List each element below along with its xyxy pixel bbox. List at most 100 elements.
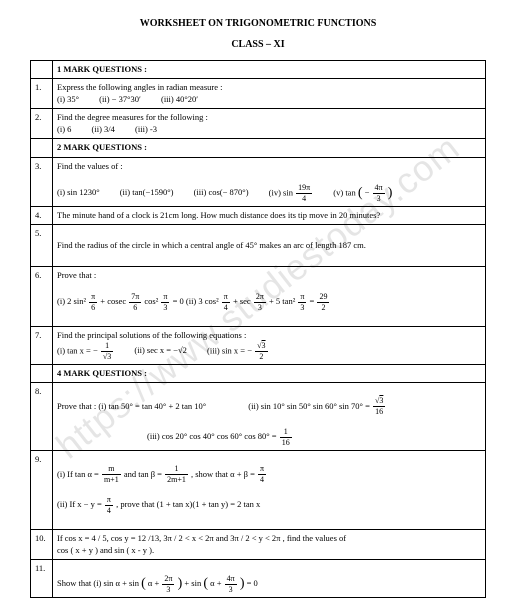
q-number: 2. — [31, 109, 53, 139]
q-body: Prove that : (i) 2 sin² π6 + cosec 7π6 c… — [53, 266, 486, 326]
q-text: (i) If tan α = — [57, 469, 101, 479]
fraction: √316 — [373, 397, 385, 416]
paren-icon: ( — [203, 576, 208, 591]
question-row: 11. Show that (i) sin α + sin ( α + 2π3 … — [31, 560, 486, 597]
q-text: Find the values of : — [57, 161, 123, 171]
question-row: 4. The minute hand of a clock is 21cm lo… — [31, 206, 486, 224]
q-part: (iii) 40°20′ — [161, 94, 198, 105]
denominator: m+1 — [102, 475, 121, 484]
numerator: 2π — [254, 293, 266, 303]
question-row: 1. Express the following angles in radia… — [31, 79, 486, 109]
numerator: 4π — [373, 184, 385, 194]
paren-icon: ) — [388, 185, 393, 200]
denominator: √3 — [101, 352, 113, 361]
section-row: 2 MARK QUESTIONS : — [31, 139, 486, 157]
questions-table: 1 MARK QUESTIONS : 1. Express the follow… — [30, 60, 486, 598]
question-row: 10. If cos x = 4 / 5, cos y = 12 /13, 3π… — [31, 530, 486, 560]
denominator: 4 — [296, 194, 312, 203]
denominator: 3 — [225, 585, 237, 594]
q-part: (i) tan x = − 1√3 — [57, 342, 114, 361]
q-text: (ii) sin 10° sin 50° sin 60° sin 70° = — [248, 401, 372, 411]
fraction: √32 — [255, 342, 267, 361]
fraction: π6 — [89, 293, 97, 312]
q-text: , show that α + β = — [191, 469, 257, 479]
q-text: Prove that : — [57, 270, 96, 280]
denominator: 2 — [317, 303, 329, 312]
q-number: 1. — [31, 79, 53, 109]
q-text: (iii) sin x = − — [207, 345, 252, 355]
numerator: 1 — [165, 465, 188, 475]
denominator: 6 — [129, 303, 141, 312]
page-title: WORKSHEET ON TRIGONOMETRIC FUNCTIONS — [30, 18, 486, 29]
q-text: (i) tan x = − — [57, 345, 98, 355]
q-text: Find the principal solutions of the foll… — [57, 330, 246, 340]
q-part: (iii) cos(− 870°) — [194, 187, 249, 198]
q-part: (v) tan ( − 4π3 ) — [333, 184, 392, 203]
denominator: 3 — [298, 303, 306, 312]
q-text: (iv) sin — [269, 187, 293, 197]
fraction: 4π3 — [225, 575, 237, 594]
numerator: √3 — [373, 397, 385, 407]
q-body: Show that (i) sin α + sin ( α + 2π3 ) + … — [53, 560, 486, 597]
denominator: 3 — [162, 585, 174, 594]
fraction: π4 — [105, 496, 113, 515]
q-part: (i) If tan α = mm+1 and tan β = 12m+1 , … — [57, 469, 267, 479]
numerator: 29 — [317, 293, 329, 303]
question-row: 5. Find the radius of the circle in whic… — [31, 225, 486, 266]
paren-icon: ) — [240, 576, 245, 591]
q-body: Prove that : (i) tan 50° = tan 40° + 2 t… — [53, 382, 486, 450]
q-text: α + — [210, 578, 224, 588]
numerator: 7π — [129, 293, 141, 303]
radicand: 3 — [262, 342, 266, 350]
paren-icon: ( — [141, 576, 146, 591]
q-part: (iv) sin 19π4 — [269, 184, 314, 203]
q-part: (ii) If x − y = π4 , prove that (1 + tan… — [57, 499, 260, 509]
section-header: 4 MARK QUESTIONS : — [53, 364, 486, 382]
section-header: 2 MARK QUESTIONS : — [53, 139, 486, 157]
q-text: Find the degree measures for the followi… — [57, 112, 208, 122]
q-text: + cosec — [100, 296, 126, 306]
q-number: 5. — [31, 225, 53, 266]
denominator: 3 — [254, 303, 266, 312]
q-text: = — [310, 296, 317, 306]
q-part: (i) 6 — [57, 124, 71, 135]
q-text: (iii) cos 20° cos 40° cos 60° cos 80° = — [147, 431, 279, 441]
q-part: (ii) 3 cos² π4 + sec 2π3 + 5 tan² π3 = 2… — [186, 296, 331, 306]
q-part: (i) 2 sin² π6 + cosec 7π6 cos² π3 = 0 — [57, 296, 186, 306]
fraction: 292 — [317, 293, 329, 312]
q-part: Prove that : (i) tan 50° = tan 40° + 2 t… — [57, 401, 206, 412]
q-part: (iii) -3 — [135, 124, 157, 135]
q-text: + sin — [184, 578, 201, 588]
q-part: (ii) 3/4 — [92, 124, 115, 135]
q-number: 7. — [31, 327, 53, 364]
q-body: The minute hand of a clock is 21cm long.… — [53, 206, 486, 224]
numerator: π — [105, 496, 113, 506]
q-part: (i) 35° — [57, 94, 79, 105]
q-text: Find the radius of the circle in which a… — [57, 240, 366, 250]
question-row: 3. Find the values of : (i) sin 1230° (i… — [31, 157, 486, 206]
numerator: π — [222, 293, 230, 303]
q-part: Show that (i) sin α + sin ( α + 2π3 ) + … — [57, 578, 258, 588]
q-text: and tan β = — [124, 469, 164, 479]
q-body: Find the principal solutions of the foll… — [53, 327, 486, 364]
q-part: (i) sin 1230° — [57, 187, 100, 198]
q-body: Find the degree measures for the followi… — [53, 109, 486, 139]
denominator: 16 — [373, 407, 385, 416]
question-row: 9. (i) If tan α = mm+1 and tan β = 12m+1… — [31, 450, 486, 529]
q-number: 6. — [31, 266, 53, 326]
q-text: (i) 2 sin² — [57, 296, 86, 306]
q-body: Express the following angles in radian m… — [53, 79, 486, 109]
q-body: Find the radius of the circle in which a… — [53, 225, 486, 266]
q-body: (i) If tan α = mm+1 and tan β = 12m+1 , … — [53, 450, 486, 529]
numerator: π — [89, 293, 97, 303]
q-number: 4. — [31, 206, 53, 224]
q-text: cos ( x + y ) and sin ( x - y ). — [57, 545, 154, 555]
fraction: π3 — [161, 293, 169, 312]
fraction: π3 — [298, 293, 306, 312]
worksheet-page: WORKSHEET ON TRIGONOMETRIC FUNCTIONS CLA… — [0, 0, 516, 598]
q-text: Express the following angles in radian m… — [57, 82, 222, 92]
numerator: π — [298, 293, 306, 303]
q-number: 10. — [31, 530, 53, 560]
q-text: − — [365, 187, 370, 197]
q-number: 3. — [31, 157, 53, 206]
